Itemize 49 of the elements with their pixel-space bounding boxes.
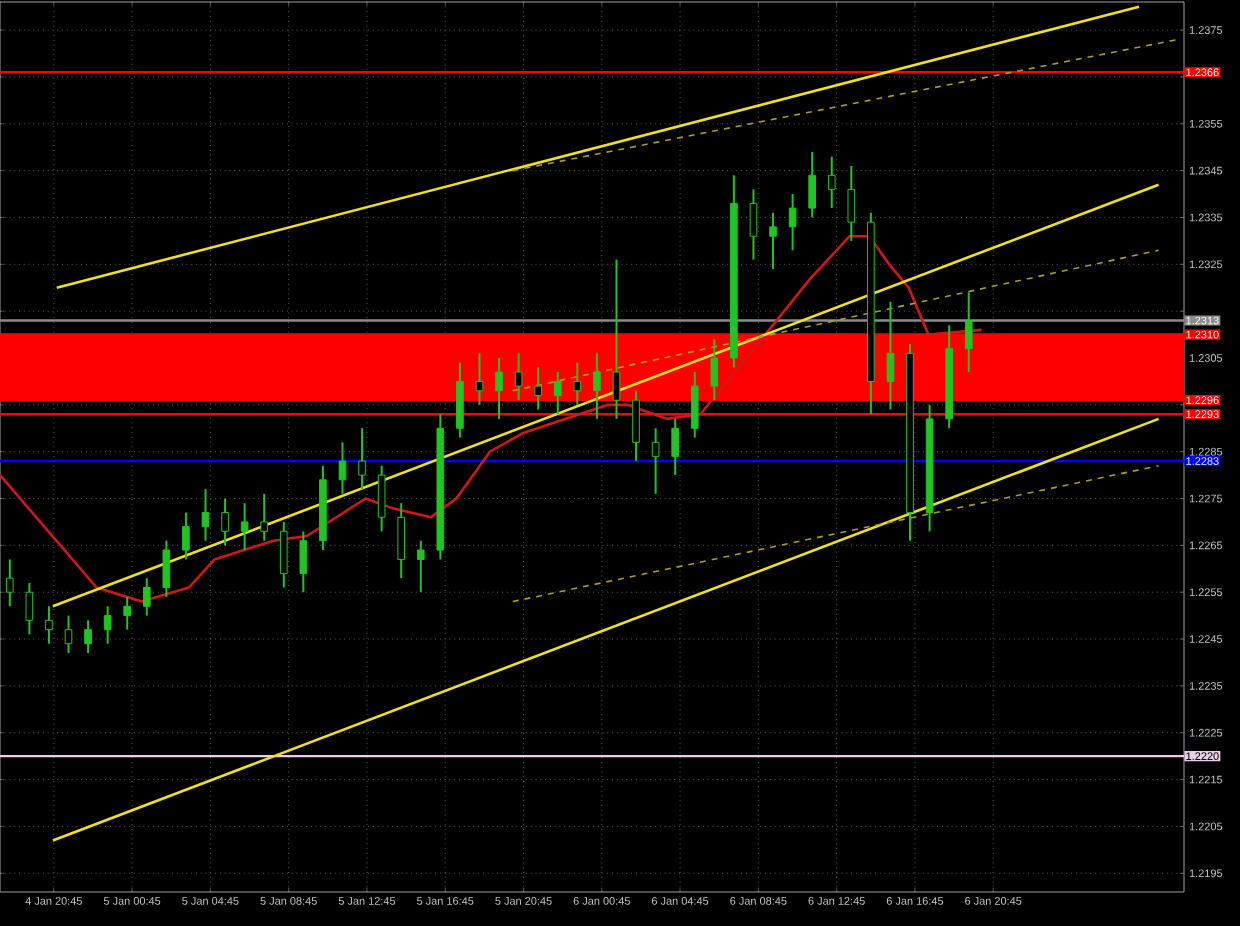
candlestick [514,352,523,402]
candlestick [710,338,719,402]
candlestick [612,258,621,420]
candlestick [5,558,14,608]
candlestick [906,342,914,542]
candlestick [142,577,151,617]
candlestick [456,361,464,439]
candlestick [475,352,484,406]
candlestick [45,605,53,645]
candlestick [182,511,190,561]
candlestick [319,464,327,552]
candlestick [651,427,660,495]
candlestick [123,595,132,631]
candlestick [25,581,34,636]
candlestick [808,150,816,219]
candlestick [84,619,92,655]
candlestick [279,520,288,589]
candlestick [827,155,836,210]
candlestick [358,427,366,491]
candlestick [632,389,640,463]
candlestick [299,530,308,594]
candlestick [103,605,112,645]
candlestick [925,403,934,533]
candlestick [416,539,425,594]
candlestick [162,539,171,598]
candlestick [964,291,973,374]
candlestick [495,356,503,420]
candlestick [886,300,895,411]
candlestick [847,164,856,242]
candlestick [221,497,229,547]
candlestick [534,366,543,411]
candlestick [573,361,582,406]
candlestick [867,211,875,416]
candlestick [553,371,562,416]
candlestick [945,324,953,430]
candlestick [730,174,738,369]
candlestick [749,188,758,261]
candlestick [397,502,406,580]
candlestick [201,488,210,542]
candlestick [240,502,249,552]
candlestick [338,441,347,495]
candlestick [377,464,386,533]
candlestick [436,413,445,561]
candlestick [690,371,699,439]
candlestick [788,193,797,252]
candlestick [593,352,601,420]
candlestick [671,417,680,477]
candlestick [769,211,777,270]
candlestick [260,492,269,542]
